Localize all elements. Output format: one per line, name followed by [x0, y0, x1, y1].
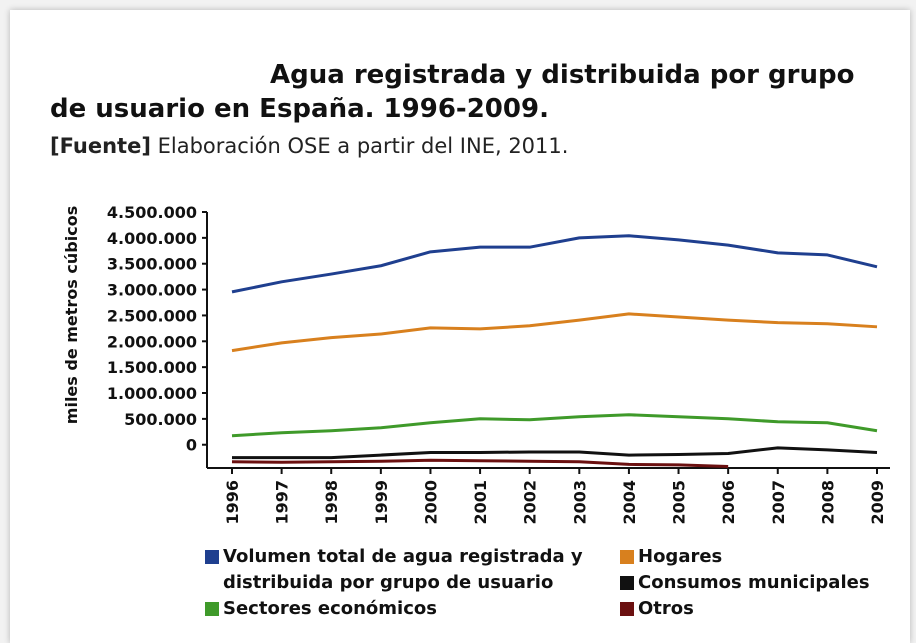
x-tick-label: 1998: [322, 480, 341, 525]
x-tick-label: 2001: [471, 480, 490, 525]
source-text: Elaboración OSE a partir del INE, 2011.: [157, 134, 569, 158]
y-tick-label: 2.000.000: [107, 332, 197, 351]
legend-label: Hogares: [638, 546, 723, 567]
y-tick-label: 0: [186, 436, 197, 455]
legend-swatch: [620, 550, 634, 564]
y-axis-label: miles de metros cúbicos: [62, 206, 81, 424]
legend: Volumen total de agua registrada y distr…: [205, 544, 910, 622]
y-tick-label: 3.500.000: [107, 255, 197, 274]
series-line: [231, 234, 878, 294]
series-line: [231, 312, 878, 353]
legend-label: Otros: [638, 598, 694, 619]
legend-item: Volumen total de agua registrada y distr…: [205, 544, 620, 596]
legend-item: Hogares: [620, 544, 910, 570]
y-tick-label: 1.000.000: [107, 384, 197, 403]
x-tick-label: 1999: [372, 480, 391, 525]
x-tick-label: 1997: [273, 480, 292, 525]
card: Agua registrada y distribuida por grupo …: [10, 10, 910, 643]
legend-swatch: [620, 602, 634, 616]
legend-label: Consumos municipales: [638, 572, 870, 593]
series-line: [232, 446, 878, 460]
x-tick-label: 2008: [818, 480, 837, 525]
y-tick-label: 500.000: [124, 410, 197, 429]
x-tick-label: 1996: [223, 480, 242, 525]
legend-swatch: [620, 576, 634, 590]
x-tick-label: 2006: [719, 480, 738, 525]
x-tick-label: 2003: [570, 480, 589, 525]
legend-label: Volumen total de agua registrada y distr…: [223, 546, 583, 593]
x-tick-label: 2007: [769, 480, 788, 525]
legend-swatch: [205, 550, 219, 564]
y-tick-label: 3.000.000: [107, 281, 197, 300]
legend-item: Sectores económicos: [205, 596, 620, 622]
legend-label: Sectores económicos: [223, 598, 437, 619]
legend-item: Otros: [620, 596, 910, 622]
chart-title: Agua registrada y distribuida por grupo …: [50, 60, 855, 124]
x-tick-label: 2002: [521, 480, 540, 525]
x-tick-label: 2005: [670, 480, 689, 525]
x-tick-label: 2009: [868, 480, 887, 525]
y-tick-label: 4.500.000: [107, 203, 197, 222]
y-tick-label: 2.500.000: [107, 306, 197, 325]
source: [Fuente] Elaboración OSE a partir del IN…: [50, 134, 568, 158]
series-line: [231, 413, 878, 438]
legend-swatch: [205, 602, 219, 616]
y-tick-label: 1.500.000: [107, 358, 197, 377]
x-tick-label: 2000: [421, 480, 440, 525]
x-tick-label: 2004: [620, 480, 639, 525]
legend-item: Consumos municipales: [620, 570, 910, 596]
series-line: [231, 458, 729, 468]
source-label: [Fuente]: [50, 134, 151, 158]
y-tick-label: 4.000.000: [107, 229, 197, 248]
